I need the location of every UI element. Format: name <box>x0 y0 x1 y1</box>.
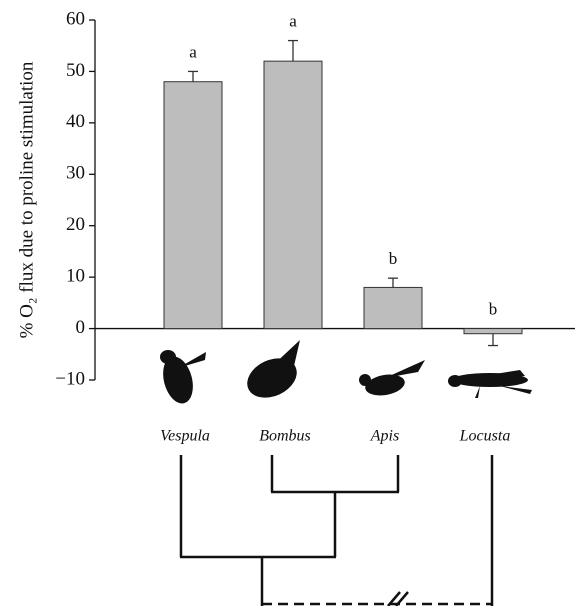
bar <box>464 329 522 334</box>
insect-silhouettes <box>158 340 532 407</box>
x-tick-label: Locusta <box>459 428 511 445</box>
y-tick-label: 30 <box>66 163 85 184</box>
bar <box>164 82 222 329</box>
y-tick-label: −10 <box>55 368 85 389</box>
y-tick-label: 50 <box>66 60 85 81</box>
significance-letter: a <box>289 11 297 30</box>
x-tick-label: Bombus <box>259 428 311 445</box>
significance-letter: b <box>489 299 498 318</box>
y-tick-label: 20 <box>66 214 85 235</box>
y-axis-label: % O₂ flux due to proline stimulation <box>16 61 37 338</box>
x-tick-label: Apis <box>370 428 399 445</box>
y-tick-label: 60 <box>66 8 85 29</box>
bar <box>364 287 422 328</box>
y-tick-label: 0 <box>76 317 86 338</box>
x-tick-label: Vespula <box>160 428 210 445</box>
significance-letter: b <box>389 249 398 268</box>
phylogeny <box>180 455 492 606</box>
significance-letter: a <box>189 42 197 61</box>
bar <box>264 61 322 328</box>
chart: % O₂ flux due to proline stimulation −10… <box>0 0 582 606</box>
y-tick-label: 10 <box>66 266 85 287</box>
y-tick-label: 40 <box>66 111 85 132</box>
